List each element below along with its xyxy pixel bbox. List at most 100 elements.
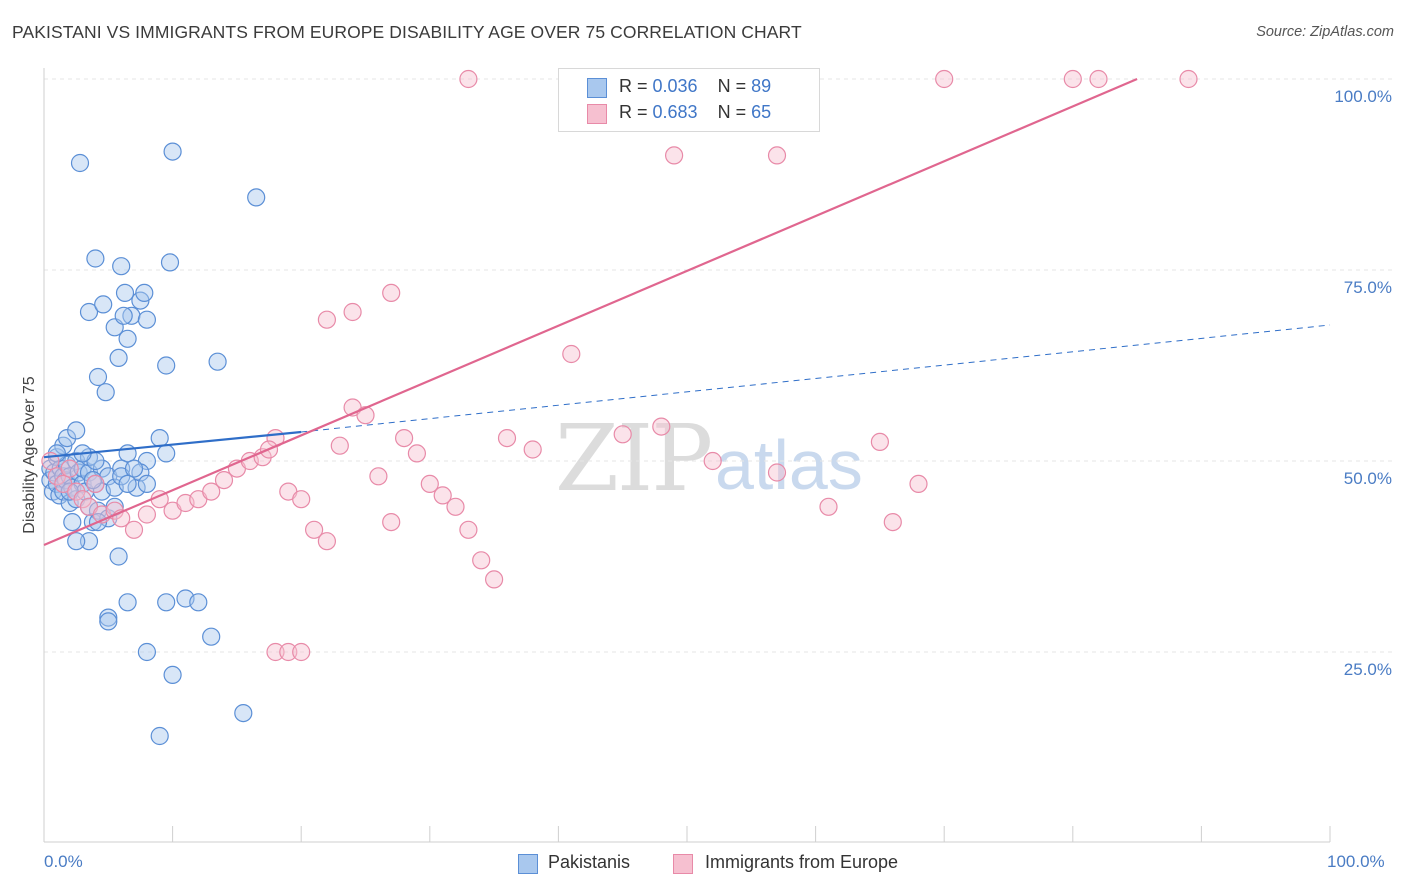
immigrants-point [497, 429, 517, 448]
watermark-zip: ZIP [555, 405, 713, 512]
immigrants-point [382, 512, 401, 532]
legend-n-label: N = [717, 76, 752, 96]
immigrants-point [446, 497, 465, 516]
y-axis-title: Disability Age Over 75 [21, 376, 38, 534]
immigrants-point [292, 490, 311, 509]
immigrants-point [330, 436, 349, 455]
pakistanis-point [79, 532, 99, 551]
legend-row-1-text: R = 0.036 N = 89 [619, 76, 771, 97]
pakistanis-point [118, 593, 137, 612]
pakistanis-point [137, 642, 156, 662]
immigrants-point [485, 570, 504, 589]
pakistanis-point [114, 306, 133, 325]
pakistanis-point [109, 547, 128, 566]
pakistanis-point [247, 188, 266, 207]
pakistanis-point [47, 444, 67, 463]
correlation-legend: R = 0.036 N = 89 R = 0.683 N = 65 [558, 68, 820, 132]
pakistanis-point [88, 367, 108, 387]
pakistanis-point [94, 295, 113, 314]
pakistanis-point [99, 612, 118, 631]
legend-label-immigrants: Immigrants from Europe [705, 852, 899, 872]
immigrants-point [292, 642, 311, 662]
legend-r-value: 0.683 [652, 102, 698, 122]
pakistanis-point [150, 726, 169, 746]
pakistanis-point [63, 512, 82, 532]
pakistanis-point [163, 142, 182, 161]
pakistanis-point [150, 429, 169, 448]
pakistanis-point [202, 627, 221, 646]
legend-n-value: 65 [751, 102, 772, 122]
chart-title: PAKISTANI VS IMMIGRANTS FROM EUROPE DISA… [12, 22, 802, 42]
legend-swatch-blue [587, 78, 607, 98]
pakistanis-point [124, 459, 144, 478]
y-tick-label-25: 25.0% [1343, 660, 1392, 679]
pakistanis-point [112, 257, 131, 276]
immigrants-point [1179, 69, 1198, 89]
immigrants-point [266, 642, 285, 662]
immigrants-point [459, 69, 478, 89]
y-tick-label-75: 75.0% [1343, 278, 1392, 297]
pakistanis-point [112, 459, 131, 478]
immigrants-point [356, 406, 375, 425]
pakistanis-point [160, 253, 180, 272]
pakistanis-point [86, 249, 105, 268]
source-label: Source: ZipAtlas.com [1256, 24, 1394, 40]
pakistanis-point [70, 153, 90, 173]
immigrants-point [279, 642, 298, 662]
y-tick-label-100: 100.0% [1334, 87, 1392, 106]
pakistanis-point [163, 665, 182, 685]
immigrants-point [305, 520, 324, 539]
trend-lines [43, 77, 1331, 547]
immigrants-point [317, 532, 336, 551]
pakistanis-point [157, 593, 176, 612]
immigrants-point [73, 490, 92, 509]
pakistanis-point [234, 703, 253, 723]
immigrants-point [767, 463, 787, 482]
immigrants-point [67, 482, 86, 501]
pakistanis-point [79, 302, 99, 322]
pakistanis-point [99, 608, 118, 627]
immigrants-point [703, 451, 722, 471]
immigrants-point [395, 429, 414, 448]
immigrants-point [86, 474, 105, 493]
immigrants-point [883, 512, 902, 532]
immigrants-point [819, 497, 838, 516]
legend-swatch-pink [587, 104, 607, 124]
immigrants-point [1089, 69, 1108, 89]
pakistanis-trend-extension [301, 324, 1331, 433]
legend-label-pakistanis: Pakistanis [548, 852, 631, 872]
pakistanis-point [115, 283, 135, 302]
watermark-atlas: atlas [715, 426, 863, 504]
pakistanis-point [67, 532, 86, 551]
immigrants-point [407, 444, 426, 463]
x-tick-label-max: 100.0% [1327, 852, 1385, 871]
immigrants-point [124, 520, 144, 539]
immigrants-point [420, 474, 439, 493]
immigrants-point [382, 283, 401, 302]
pakistanis-point [118, 329, 137, 348]
pakistanis-point [96, 383, 115, 402]
legend-r-value: 0.036 [652, 76, 698, 96]
pakistanis-point [135, 283, 154, 302]
x-tick-label-min: 0.0% [44, 852, 83, 871]
pakistanis-point [118, 474, 137, 493]
y-tick-label-50: 50.0% [1343, 469, 1392, 488]
pakistanis-point [109, 348, 128, 367]
axes [43, 68, 1331, 843]
pakistanis-point [157, 444, 176, 463]
immigrants-point [935, 69, 954, 89]
grid-lines [44, 78, 1392, 653]
immigrants-point [1063, 69, 1082, 89]
legend-row-2-text: R = 0.683 N = 65 [619, 102, 771, 123]
immigrants-point [767, 146, 787, 165]
pakistanis-point [137, 310, 156, 329]
immigrants-point [433, 486, 452, 505]
immigrants-point [562, 344, 581, 364]
pakistanis-point [127, 478, 146, 497]
pakistanis-point [137, 474, 156, 493]
immigrants-point [652, 417, 671, 436]
pakistanis-trend-line [43, 430, 302, 459]
immigrants-point [523, 440, 542, 459]
pakistanis-point [157, 356, 176, 375]
